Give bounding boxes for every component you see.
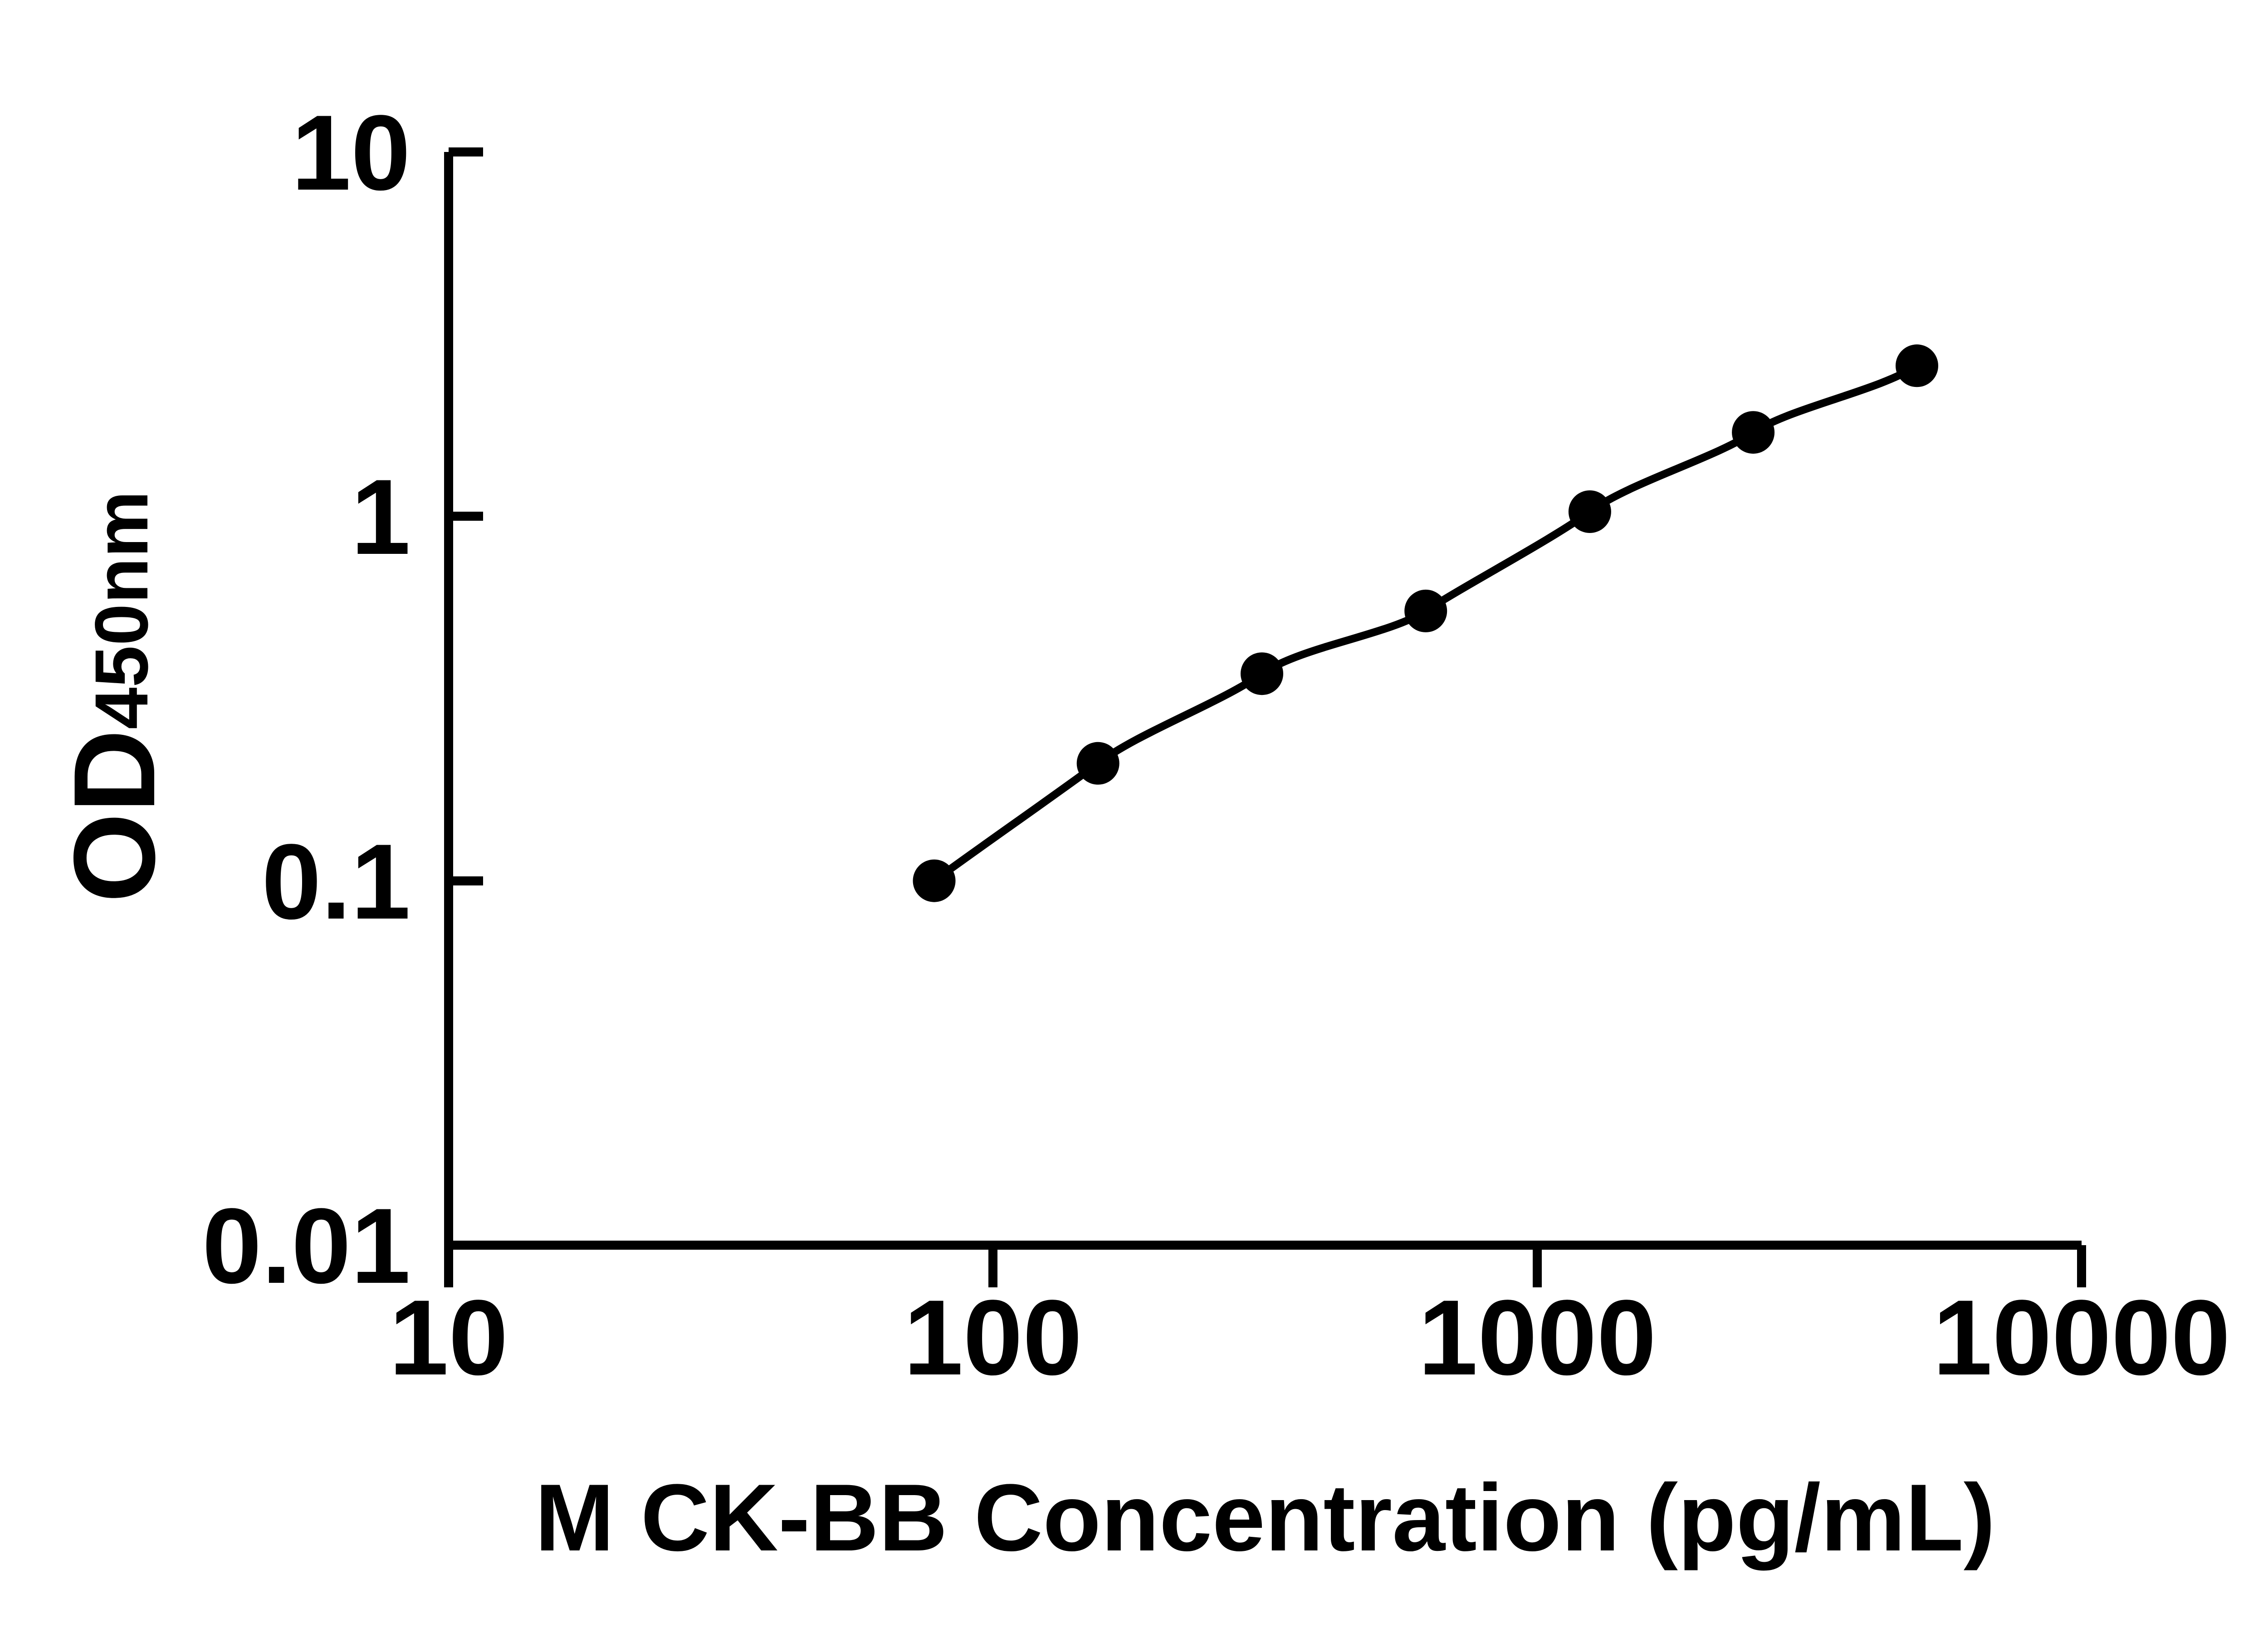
svg-text:0.1: 0.1	[262, 822, 411, 942]
svg-text:M CK-BB Concentration (pg/mL): M CK-BB Concentration (pg/mL)	[535, 1464, 1995, 1571]
svg-text:1000: 1000	[1418, 1278, 1656, 1398]
svg-text:10000: 10000	[1933, 1278, 2230, 1398]
svg-text:0.01: 0.01	[202, 1186, 411, 1306]
svg-text:100: 100	[904, 1278, 1082, 1398]
svg-text:1: 1	[351, 457, 411, 577]
svg-text:10: 10	[291, 93, 411, 213]
svg-text:10: 10	[389, 1278, 508, 1398]
